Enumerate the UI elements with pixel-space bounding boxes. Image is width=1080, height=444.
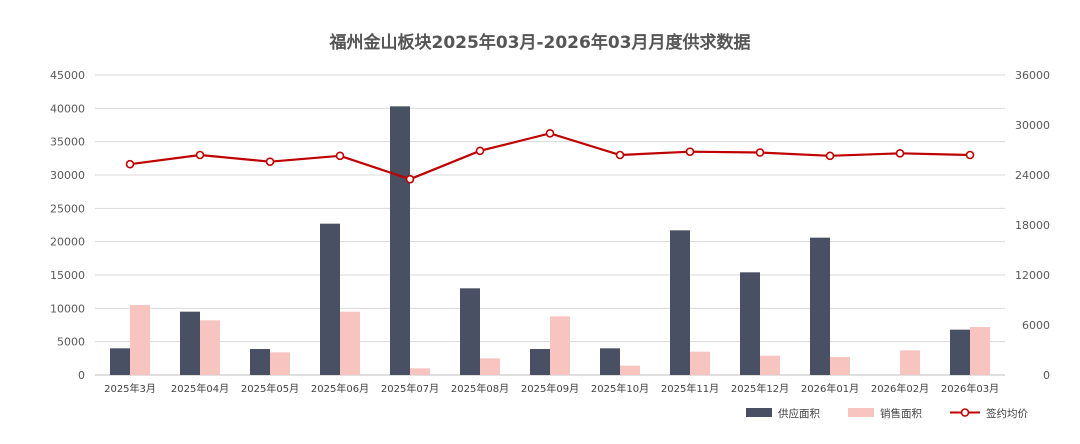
legend-item-price[interactable]: 签约均价 — [950, 407, 1028, 420]
left-tick-label: 25000 — [50, 202, 85, 215]
right-tick-label: 24000 — [1015, 169, 1050, 182]
sales-bar — [550, 316, 570, 375]
x-tick-label: 2025年08月 — [451, 382, 509, 395]
supply-bar — [110, 348, 130, 375]
price-point — [685, 147, 695, 156]
x-tick-label: 2025年07月 — [381, 382, 439, 395]
price-point — [265, 157, 275, 166]
right-tick-label: 18000 — [1015, 219, 1050, 232]
x-tick-label: 2025年3月 — [104, 382, 156, 395]
sales-bar — [760, 355, 780, 375]
legend-item-supply[interactable]: 供应面积 — [746, 407, 820, 420]
legend-swatch-supply — [746, 408, 772, 417]
x-tick-label: 2025年12月 — [731, 382, 789, 395]
legend-marker-price — [960, 408, 970, 417]
price-point — [895, 149, 905, 158]
legend: 供应面积 销售面积 签约均价 — [746, 407, 1028, 420]
x-tick-label: 2025年09月 — [521, 382, 579, 395]
x-tick-label: 2026年01月 — [801, 382, 859, 395]
x-tick-label: 2026年02月 — [871, 382, 929, 395]
x-tick-label: 2025年04月 — [171, 382, 229, 395]
right-tick-label: 30000 — [1015, 119, 1050, 132]
supply-bar — [250, 349, 270, 375]
sales-bar — [270, 352, 290, 375]
left-tick-label: 15000 — [50, 269, 85, 282]
left-tick-label: 35000 — [50, 136, 85, 149]
supply-bar — [460, 288, 480, 375]
left-tick-label: 20000 — [50, 236, 85, 249]
x-tick-label: 2025年05月 — [241, 382, 299, 395]
price-point — [335, 151, 345, 161]
price-point — [965, 150, 975, 160]
price-point — [825, 151, 835, 161]
x-tick-label: 2025年10月 — [591, 382, 649, 395]
right-tick-label: 0 — [1043, 369, 1050, 382]
line-series — [125, 129, 975, 184]
left-tick-label: 10000 — [50, 302, 85, 315]
price-point — [195, 150, 205, 160]
sales-bar — [900, 350, 920, 375]
x-tick-label: 2026年03月 — [941, 382, 999, 395]
price-point — [125, 159, 135, 169]
price-point — [615, 150, 625, 160]
sales-bar — [830, 357, 850, 375]
left-axis-ticks: 0 5000 10000 15000 20000 25000 30000 35000 40000… — [50, 69, 85, 382]
supply-bar — [320, 223, 340, 375]
sales-bar — [130, 305, 150, 375]
legend-label-sales: 销售面积 — [880, 407, 922, 420]
right-tick-label: 6000 — [1022, 319, 1050, 332]
left-tick-label: 30000 — [50, 169, 85, 182]
left-tick-label: 0 — [78, 369, 85, 382]
left-tick-label: 5000 — [57, 336, 85, 349]
supply-bar — [810, 237, 830, 375]
gridlines — [95, 74, 1005, 376]
legend-label-price: 签约均价 — [986, 407, 1028, 420]
sales-bar — [410, 368, 430, 375]
left-tick-label: 45000 — [50, 69, 85, 82]
price-line — [129, 132, 971, 181]
legend-swatch-sales — [848, 408, 874, 417]
supply-bar — [600, 348, 620, 375]
price-point — [475, 146, 485, 156]
supply-bar — [530, 349, 550, 375]
price-point — [755, 148, 765, 157]
supply-bar — [180, 311, 200, 375]
supply-bar — [740, 272, 760, 375]
sales-bar — [690, 351, 710, 375]
bar-series — [110, 106, 990, 375]
x-axis-ticks: 2025年3月 2025年04月 2025年05月 2025年06月 2025年07月 2… — [104, 382, 999, 395]
sales-bar — [970, 327, 990, 375]
price-point — [545, 129, 555, 138]
sales-bar — [200, 320, 220, 375]
sales-bar — [480, 358, 500, 375]
right-tick-label: 36000 — [1015, 69, 1050, 82]
supply-bar — [950, 329, 970, 375]
price-point — [405, 174, 415, 184]
supply-bar — [670, 230, 690, 375]
right-axis-ticks: 0 6000 12000 18000 24000 30000 36000 — [1015, 69, 1050, 382]
x-tick-label: 2025年11月 — [661, 382, 719, 395]
sales-bar — [620, 365, 640, 375]
legend-item-sales[interactable]: 销售面积 — [848, 407, 922, 420]
x-tick-label: 2025年06月 — [311, 382, 369, 395]
right-tick-label: 12000 — [1015, 269, 1050, 282]
chart-title: 福州金山板块2025年03月-2026年03月月度供求数据 — [329, 32, 751, 53]
left-tick-label: 40000 — [50, 102, 85, 115]
sales-bar — [340, 311, 360, 375]
legend-label-supply: 供应面积 — [778, 407, 820, 420]
supply-bar — [390, 106, 410, 375]
